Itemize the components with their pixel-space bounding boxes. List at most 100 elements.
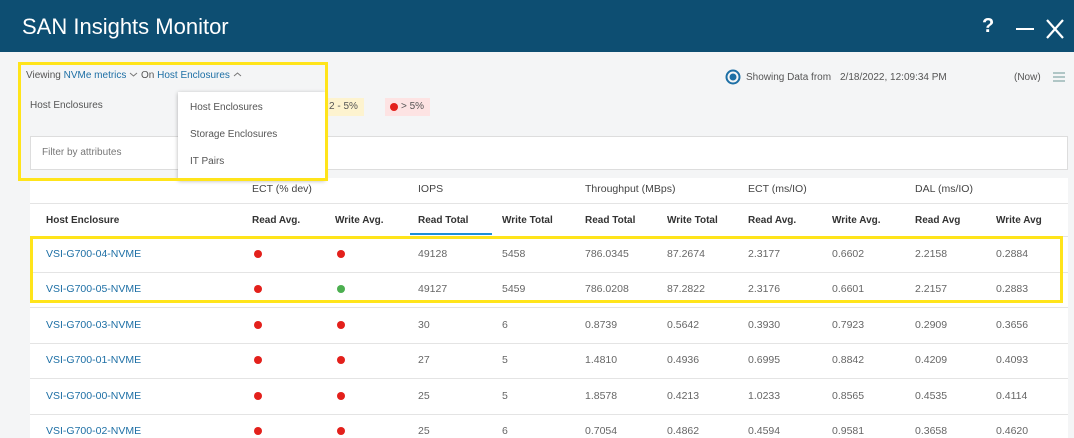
- column-header[interactable]: Write Avg.: [832, 215, 881, 226]
- cell-value: 0.3656: [996, 318, 1029, 331]
- live-icon: [725, 69, 741, 85]
- group-header: Throughput (MBps): [585, 183, 676, 195]
- cell-value: 6: [502, 318, 508, 331]
- now-label: (Now): [1014, 72, 1041, 83]
- cell-value: 0.4209: [915, 354, 948, 367]
- filter-label: Host Enclosures: [30, 100, 103, 111]
- cell-value: 1.8578: [585, 389, 618, 402]
- dropdown-menu: Host Enclosures Storage Enclosures IT Pair…: [178, 92, 325, 180]
- column-header[interactable]: Read Avg.: [252, 215, 301, 226]
- close-button[interactable]: [1046, 19, 1064, 39]
- cell-value: 0.6995: [748, 354, 781, 367]
- host-name[interactable]: VSI-G700-04-NVME: [46, 247, 142, 260]
- cell-value: 0.7923: [832, 318, 865, 331]
- title-bar: [0, 0, 1074, 52]
- host-name[interactable]: VSI-G700-03-NVME: [46, 318, 142, 331]
- group-header: IOPS: [418, 183, 444, 195]
- row-divider: [30, 203, 1068, 204]
- status-dot: [337, 427, 345, 436]
- window-controls: [1016, 19, 1064, 39]
- on-label: On: [140, 70, 155, 81]
- cell-value: 0.8842: [832, 354, 865, 367]
- cell-value: 30: [418, 318, 430, 331]
- cell-value: 27: [418, 354, 430, 367]
- dropdown-item[interactable]: Host Enclosures: [190, 102, 263, 113]
- cell-value: 0.4093: [996, 354, 1029, 367]
- cell-value: 786.0208: [585, 283, 629, 296]
- status-dot: [254, 391, 262, 400]
- metric-link[interactable]: NVMe metrics: [63, 70, 127, 81]
- cell-value: 6: [502, 425, 508, 438]
- cell-value: 5458: [502, 247, 526, 260]
- viewing-label: Viewing: [26, 70, 61, 81]
- row-divider: [30, 307, 1068, 308]
- table: ECT (% dev) IOPS Throughput (MBps) ECT (ms/…: [30, 178, 1068, 438]
- cell-value: 786.0345: [585, 247, 629, 260]
- host-name[interactable]: VSI-G700-05-NVME: [46, 283, 142, 296]
- host-name[interactable]: VSI-G700-00-NVME: [46, 389, 142, 402]
- cell-value: 2.3177: [748, 247, 781, 260]
- cell-value: 0.4862: [667, 425, 700, 438]
- cell-value: 0.4936: [667, 354, 700, 367]
- cell-value: 0.4114: [996, 389, 1028, 402]
- cell-value: 0.8565: [832, 389, 865, 402]
- cell-value: 2.2158: [915, 247, 948, 260]
- column-header[interactable]: Read Avg: [915, 215, 961, 226]
- legend-label: > 5%: [401, 101, 425, 112]
- row-divider: [30, 271, 1068, 273]
- scope-link[interactable]: Host Enclosures: [157, 70, 230, 81]
- host-name[interactable]: VSI-G700-01-NVME: [46, 354, 142, 367]
- cell-value: 5459: [502, 283, 526, 296]
- filter-placeholder: Filter by attributes: [42, 147, 122, 158]
- legend-label: 2 - 5%: [329, 101, 358, 112]
- column-header[interactable]: Host Enclosure: [46, 215, 120, 226]
- cell-value: 25: [418, 389, 430, 402]
- column-header[interactable]: Write Total: [667, 215, 718, 226]
- host-name[interactable]: VSI-G700-02-NVME: [46, 425, 142, 438]
- cell-value: 2.3176: [748, 283, 781, 296]
- settings-icon[interactable]: [1052, 71, 1066, 83]
- cell-value: 0.2883: [996, 283, 1029, 296]
- cell-value: 49128: [418, 247, 448, 260]
- cell-value: 0.6602: [832, 247, 865, 260]
- status-dot: [337, 320, 345, 329]
- cell-value: 5: [502, 354, 508, 367]
- column-header[interactable]: Read Total: [418, 215, 469, 226]
- showing-label: Showing Data from: [746, 72, 832, 83]
- row-divider: [30, 378, 1068, 379]
- legend-dot: [390, 103, 398, 111]
- column-header[interactable]: Write Total: [502, 215, 553, 226]
- cell-value: 0.2884: [996, 247, 1029, 260]
- column-header[interactable]: Write Avg.: [335, 215, 384, 226]
- group-header: DAL (ms/IO): [915, 183, 973, 195]
- cell-value: 2.2157: [915, 283, 948, 296]
- status-dot: [254, 320, 262, 329]
- column-header[interactable]: Read Total: [585, 215, 636, 226]
- cell-value: 0.7054: [585, 425, 618, 438]
- row-divider: [30, 342, 1068, 344]
- dropdown-item[interactable]: Storage Enclosures: [190, 129, 278, 140]
- help-button[interactable]: ?: [982, 15, 995, 37]
- group-header: ECT (ms/IO): [748, 183, 807, 195]
- status-dot: [337, 391, 345, 400]
- dropdown-item[interactable]: IT Pairs: [190, 156, 225, 167]
- cell-value: 0.4213: [667, 389, 700, 402]
- cell-value: 0.9581: [832, 425, 865, 438]
- status-dot: [254, 249, 262, 258]
- cell-value: 1.4810: [585, 354, 618, 367]
- column-header[interactable]: Write Avg: [996, 215, 1042, 226]
- chevron-up: [233, 72, 242, 77]
- group-header: ECT (% dev): [252, 183, 312, 195]
- status-dot: [337, 249, 345, 258]
- cell-value: 0.4594: [748, 425, 781, 438]
- column-header[interactable]: Read Avg.: [748, 215, 797, 226]
- cell-value: 87.2822: [667, 283, 705, 296]
- cell-value: 25: [418, 425, 430, 438]
- row-divider: [30, 413, 1068, 415]
- window-title: SAN Insights Monitor: [22, 14, 229, 39]
- cell-value: 0.2909: [915, 318, 948, 331]
- cell-value: 0.4535: [915, 389, 948, 402]
- view-selector[interactable]: Viewing NVMe metrics On Host Enclosures: [26, 70, 242, 82]
- cell-value: 0.4620: [996, 425, 1029, 438]
